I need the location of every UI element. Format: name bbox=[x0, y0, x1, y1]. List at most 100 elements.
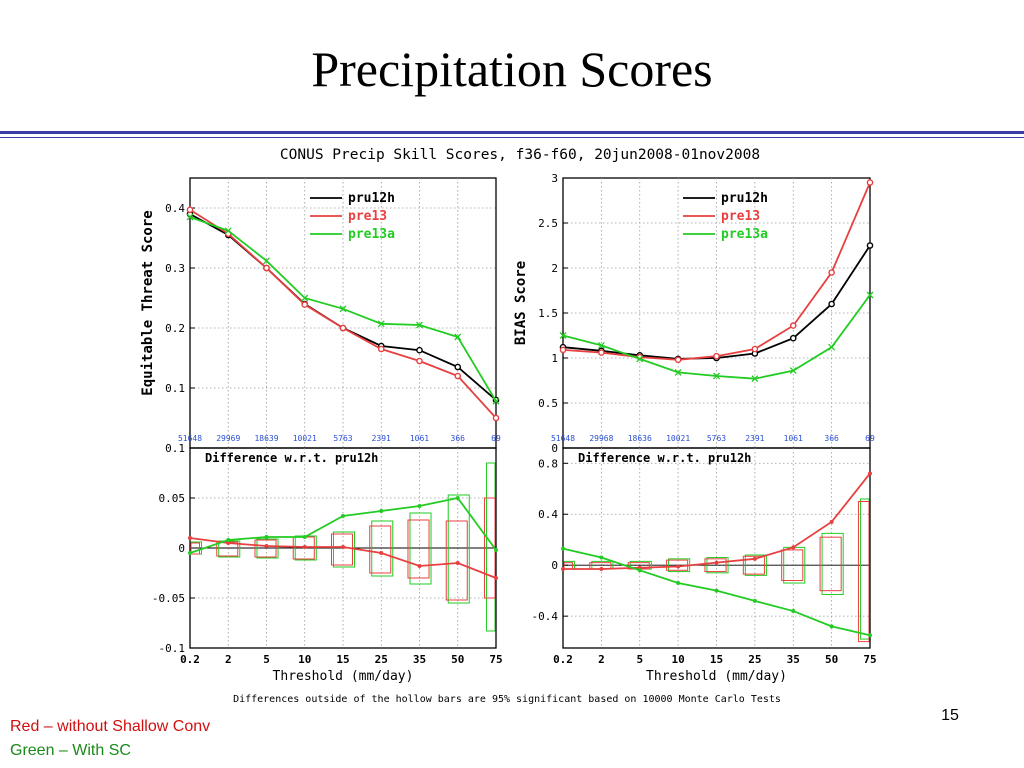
bias-ytick-label: 0.5 bbox=[538, 397, 558, 410]
ets-point-pre13 bbox=[416, 357, 423, 365]
ets-count-label: 69 bbox=[491, 434, 501, 443]
bias-ytick-label: 3 bbox=[551, 172, 558, 185]
ets-diff-sig-bar-pre13 bbox=[407, 519, 430, 579]
ets-point-pre13 bbox=[263, 264, 270, 272]
bias-diff-sig-bar-pre13a bbox=[859, 498, 870, 640]
ets-diff-sig-bar-pre13a bbox=[447, 494, 470, 604]
ets-count-label: 2391 bbox=[372, 434, 391, 443]
ets-diff-point-pre13 bbox=[455, 561, 460, 565]
ets-count-label: 29969 bbox=[216, 434, 240, 443]
ets-count-label: 5763 bbox=[333, 434, 352, 443]
bias-diff-point-pre13a bbox=[868, 633, 872, 638]
bias-diff-subtitle: Difference w.r.t. pru12h bbox=[578, 451, 751, 465]
bias-diff-point-pre13 bbox=[599, 567, 604, 572]
bias-point-pre13 bbox=[713, 352, 720, 360]
title-rule bbox=[0, 131, 1024, 134]
bias-diff-xtick-label: 50 bbox=[825, 653, 838, 666]
ets-point-pre13 bbox=[301, 301, 309, 308]
bias-diff-sig-bar-pre13a bbox=[706, 557, 729, 574]
ets-point-pre13a bbox=[301, 294, 309, 302]
green-series-note: Green – With SC bbox=[10, 742, 131, 759]
ets-count-label: 366 bbox=[451, 434, 466, 443]
ets-diff-xtick-label: 35 bbox=[413, 653, 426, 666]
ets-diff-point-pre13a bbox=[226, 538, 231, 542]
ets-point-pre13a bbox=[492, 397, 500, 405]
ets-point-pre13a bbox=[416, 321, 423, 329]
ets-legend-label-pre13: pre13 bbox=[348, 209, 387, 224]
bias-diff-xtick-label: 2 bbox=[598, 653, 605, 666]
bias-diff-point-pre13 bbox=[829, 519, 834, 524]
ets-point-pre13a bbox=[454, 333, 462, 341]
ets-diff-point-pre13a bbox=[455, 496, 460, 500]
bias-ytick-label: 1.5 bbox=[538, 307, 558, 320]
bias-point-pre13a bbox=[674, 368, 682, 376]
ets-point-pre13 bbox=[339, 324, 347, 332]
bias-diff-sig-bar-pre13 bbox=[563, 562, 574, 570]
bias-diff-point-pre13a bbox=[714, 588, 719, 593]
bias-point-pre13 bbox=[559, 346, 567, 354]
ets-diff-point-pre13a bbox=[264, 535, 269, 539]
ets-diff-point-pre13 bbox=[264, 544, 269, 548]
ets-diff-xtick-label: 5 bbox=[263, 653, 270, 666]
bias-diff-xtick-label: 75 bbox=[863, 653, 876, 666]
bias-point-pru12h bbox=[789, 334, 797, 342]
bias-point-pre13a bbox=[751, 375, 759, 383]
ets-legend-label-pre13a: pre13a bbox=[348, 227, 395, 242]
bias-diff-ytick-label: 0.8 bbox=[538, 457, 558, 470]
bias-diff-xlabel: Threshold (mm/day) bbox=[646, 669, 787, 684]
ets-ytick-label: 0.1 bbox=[165, 382, 185, 395]
ets-diff-point-pre13 bbox=[417, 564, 422, 568]
slide-title: Precipitation Scores bbox=[311, 41, 713, 97]
bias-diff-ytick-label: 0.4 bbox=[538, 508, 558, 521]
bias-point-pre13a bbox=[828, 343, 836, 351]
ets-ytick-label: 0.2 bbox=[165, 322, 185, 335]
bias-diff-xtick-label: 0.2 bbox=[553, 653, 573, 666]
bias-ytick-label: 2.5 bbox=[538, 217, 558, 230]
ets-legend-label-pru12h: pru12h bbox=[348, 191, 395, 206]
bias-count-label: 366 bbox=[824, 434, 839, 443]
bias-diff-sig-bar-pre13a bbox=[821, 532, 844, 595]
ets-diff-point-pre13a bbox=[379, 509, 384, 513]
bias-diff-point-pre13a bbox=[561, 546, 565, 551]
bias-diff-ytick-label: 0 bbox=[551, 559, 558, 572]
figure-footnote: Differences outside of the hollow bars a… bbox=[233, 694, 781, 705]
ets-diff-point-pre13 bbox=[188, 536, 192, 540]
bias-point-pre13a bbox=[713, 372, 720, 380]
ets-diff-sig-bar-pre13 bbox=[190, 542, 201, 555]
ets-diff-point-pre13a bbox=[341, 514, 345, 518]
bias-point-pre13a bbox=[866, 291, 874, 299]
bias-diff-sig-bar-pre13 bbox=[742, 555, 765, 575]
bias-point-pru12h bbox=[828, 300, 835, 308]
bias-point-pre13 bbox=[828, 269, 835, 276]
ets-diff-point-pre13a bbox=[188, 551, 192, 555]
ets-diff-point-pre13a bbox=[417, 504, 422, 508]
bias-point-pru12h bbox=[866, 242, 874, 249]
ets-ytick-label: 0.3 bbox=[165, 262, 185, 275]
ets-diff-xtick-label: 0.2 bbox=[180, 653, 200, 666]
ets-diff-xtick-label: 2 bbox=[225, 653, 232, 666]
bias-count-label: 10021 bbox=[666, 434, 690, 443]
ets-point-pre13 bbox=[377, 345, 385, 353]
ets-diff-xtick-label: 15 bbox=[336, 653, 349, 666]
bias-ylabel: BIAS Score bbox=[513, 261, 529, 345]
bias-diff-sig-bar-pre13 bbox=[819, 536, 842, 592]
ets-diff-xtick-label: 75 bbox=[489, 653, 502, 666]
ets-diff-ytick-label: 0.05 bbox=[159, 492, 186, 505]
bias-point-pre13 bbox=[751, 345, 759, 353]
bias-count-label: 29968 bbox=[589, 434, 613, 443]
ets-diff-xtick-label: 25 bbox=[375, 653, 388, 666]
ets-diff-ytick-label: -0.05 bbox=[152, 592, 185, 605]
bias-diff-point-pre13 bbox=[752, 556, 757, 561]
ets-diff-sig-bar-pre13a bbox=[256, 538, 279, 559]
bias-diff-point-pre13 bbox=[676, 564, 681, 569]
ets-count-label: 18639 bbox=[254, 434, 278, 443]
red-series-note: Red – without Shallow Conv bbox=[10, 718, 211, 735]
bias-diff-point-pre13 bbox=[868, 471, 872, 476]
ets-diff-sig-bar-pre13 bbox=[445, 520, 468, 601]
ets-count-label: 51648 bbox=[178, 434, 202, 443]
ets-ytick-label: 0.4 bbox=[165, 202, 185, 215]
ets-point-pre13a bbox=[339, 305, 347, 313]
bias-diff-xtick-label: 35 bbox=[787, 653, 800, 666]
figure-svg: CONUS Precip Skill Scores, f36-f60, 20ju… bbox=[140, 147, 877, 705]
ets-diff-xtick-label: 50 bbox=[451, 653, 464, 666]
